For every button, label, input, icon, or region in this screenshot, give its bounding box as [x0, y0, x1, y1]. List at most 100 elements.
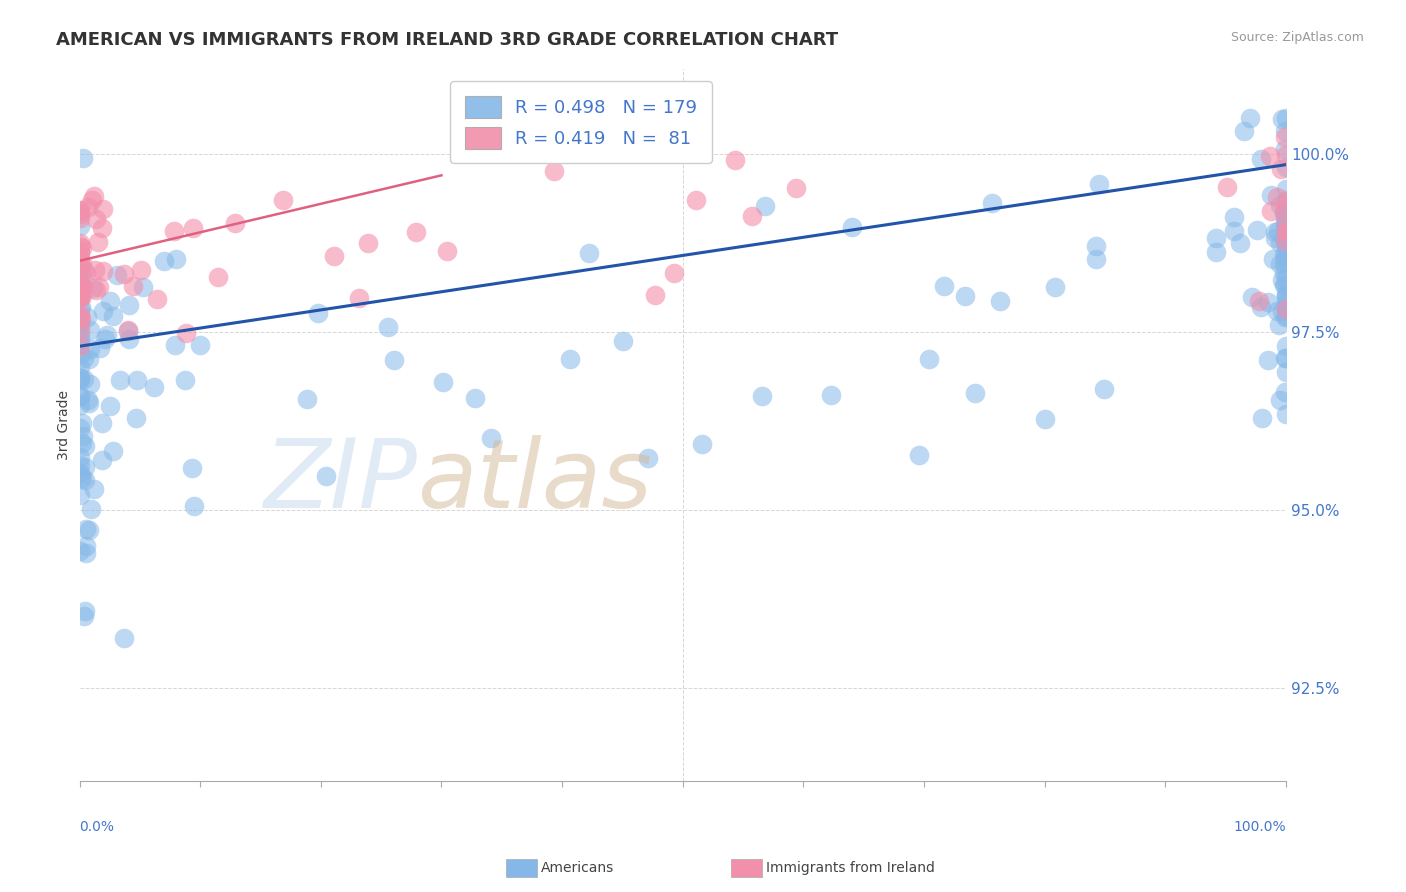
Point	[1274, 124, 1296, 138]
Point	[1258, 149, 1281, 163]
Point	[69, 266, 91, 280]
Point	[1233, 123, 1256, 137]
Point	[1274, 384, 1296, 399]
Point	[1249, 293, 1271, 308]
Point	[1272, 205, 1295, 219]
Point	[69, 308, 91, 322]
Point	[69, 337, 91, 351]
Point	[69, 211, 91, 225]
Point	[1229, 236, 1251, 251]
Point	[1261, 252, 1284, 266]
Point	[70, 347, 93, 361]
Point	[1272, 230, 1295, 244]
Point	[1274, 217, 1296, 231]
Point	[72, 470, 94, 484]
Point	[1260, 188, 1282, 202]
Point	[84, 212, 107, 227]
Point	[1270, 393, 1292, 408]
Point	[724, 153, 747, 167]
Point	[89, 280, 111, 294]
Point	[98, 293, 121, 308]
Text: 100.0%: 100.0%	[1233, 820, 1286, 834]
Point	[72, 256, 94, 270]
Point	[89, 342, 111, 356]
Point	[224, 216, 246, 230]
Point	[271, 193, 294, 207]
Point	[190, 338, 212, 352]
Point	[73, 264, 96, 278]
Point	[1275, 224, 1298, 238]
Point	[1274, 270, 1296, 285]
Point	[69, 290, 91, 304]
Point	[143, 380, 166, 394]
Point	[69, 543, 91, 558]
Y-axis label: 3rd Grade: 3rd Grade	[58, 390, 72, 459]
Text: atlas: atlas	[418, 435, 652, 528]
Point	[1275, 215, 1298, 229]
Point	[1272, 248, 1295, 262]
Point	[1274, 221, 1296, 235]
Point	[1275, 182, 1298, 196]
Point	[1275, 301, 1298, 316]
Point	[295, 392, 318, 406]
Point	[101, 309, 124, 323]
Point	[69, 469, 91, 483]
Point	[1274, 205, 1296, 219]
Point	[69, 257, 91, 271]
Point	[73, 372, 96, 386]
Point	[1272, 257, 1295, 271]
Point	[105, 268, 128, 283]
Point	[1275, 309, 1298, 323]
Point	[1274, 234, 1296, 248]
Point	[69, 466, 91, 480]
Point	[181, 221, 204, 235]
Point	[685, 193, 707, 207]
Point	[77, 396, 100, 410]
Point	[1250, 300, 1272, 314]
Point	[932, 278, 955, 293]
Point	[377, 320, 399, 334]
Point	[176, 326, 198, 341]
Point	[662, 266, 685, 280]
Point	[1275, 147, 1298, 161]
Point	[918, 351, 941, 366]
Point	[83, 263, 105, 277]
Point	[1268, 236, 1291, 251]
Point	[1267, 224, 1289, 238]
Point	[82, 281, 104, 295]
Point	[69, 370, 91, 384]
Point	[69, 244, 91, 258]
Point	[117, 322, 139, 336]
Point	[1275, 194, 1298, 208]
Point	[307, 305, 329, 319]
Point	[1274, 351, 1296, 365]
Point	[91, 452, 114, 467]
Point	[1251, 411, 1274, 425]
Point	[75, 266, 97, 280]
Point	[91, 303, 114, 318]
Point	[118, 332, 141, 346]
Point	[1043, 280, 1066, 294]
Point	[1270, 198, 1292, 212]
Point	[72, 152, 94, 166]
Point	[382, 353, 405, 368]
Point	[72, 280, 94, 294]
Point	[69, 278, 91, 293]
Point	[1274, 287, 1296, 301]
Point	[1275, 215, 1298, 229]
Point	[69, 313, 91, 327]
Point	[87, 235, 110, 249]
Point	[125, 374, 148, 388]
Point	[91, 202, 114, 216]
Point	[841, 219, 863, 234]
Point	[347, 291, 370, 305]
Point	[69, 219, 91, 233]
Point	[69, 488, 91, 502]
Point	[1265, 190, 1288, 204]
Point	[207, 270, 229, 285]
Point	[73, 604, 96, 618]
Point	[1205, 245, 1227, 260]
Point	[82, 194, 104, 208]
Point	[76, 310, 98, 324]
Point	[1264, 225, 1286, 239]
